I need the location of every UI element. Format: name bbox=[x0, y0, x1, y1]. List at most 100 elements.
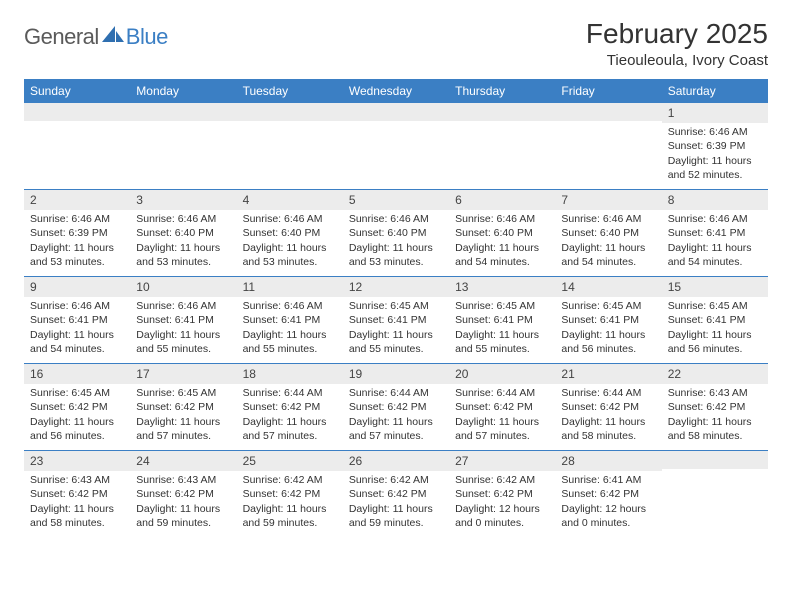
day-number: 25 bbox=[237, 451, 343, 471]
sunrise-line: Sunrise: 6:44 AM bbox=[349, 386, 443, 400]
sunset-line: Sunset: 6:40 PM bbox=[136, 226, 230, 240]
month-title: February 2025 bbox=[586, 18, 768, 50]
daylight-line: Daylight: 11 hours and 57 minutes. bbox=[455, 415, 549, 443]
daylight-line: Daylight: 11 hours and 58 minutes. bbox=[668, 415, 762, 443]
day-cell: 10Sunrise: 6:46 AMSunset: 6:41 PMDayligh… bbox=[130, 277, 236, 363]
day-number: 16 bbox=[24, 364, 130, 384]
daylight-line: Daylight: 11 hours and 54 minutes. bbox=[561, 241, 655, 269]
day-cell bbox=[662, 451, 768, 537]
sunset-line: Sunset: 6:42 PM bbox=[561, 487, 655, 501]
day-cell: 21Sunrise: 6:44 AMSunset: 6:42 PMDayligh… bbox=[555, 364, 661, 450]
sunset-line: Sunset: 6:41 PM bbox=[243, 313, 337, 327]
day-cell bbox=[449, 103, 555, 189]
sunset-line: Sunset: 6:41 PM bbox=[349, 313, 443, 327]
sunset-line: Sunset: 6:42 PM bbox=[349, 400, 443, 414]
daylight-line: Daylight: 11 hours and 55 minutes. bbox=[136, 328, 230, 356]
day-body: Sunrise: 6:42 AMSunset: 6:42 PMDaylight:… bbox=[449, 471, 555, 534]
day-body bbox=[237, 121, 343, 127]
logo: General Blue bbox=[24, 18, 168, 50]
sunrise-line: Sunrise: 6:42 AM bbox=[243, 473, 337, 487]
day-body: Sunrise: 6:46 AMSunset: 6:40 PMDaylight:… bbox=[343, 210, 449, 273]
day-number: 6 bbox=[449, 190, 555, 210]
day-cell: 23Sunrise: 6:43 AMSunset: 6:42 PMDayligh… bbox=[24, 451, 130, 537]
day-cell: 9Sunrise: 6:46 AMSunset: 6:41 PMDaylight… bbox=[24, 277, 130, 363]
day-body: Sunrise: 6:46 AMSunset: 6:39 PMDaylight:… bbox=[662, 123, 768, 186]
day-body: Sunrise: 6:46 AMSunset: 6:41 PMDaylight:… bbox=[237, 297, 343, 360]
day-cell: 11Sunrise: 6:46 AMSunset: 6:41 PMDayligh… bbox=[237, 277, 343, 363]
sunset-line: Sunset: 6:42 PM bbox=[30, 400, 124, 414]
sunset-line: Sunset: 6:40 PM bbox=[455, 226, 549, 240]
daylight-line: Daylight: 12 hours and 0 minutes. bbox=[561, 502, 655, 530]
daylight-line: Daylight: 11 hours and 53 minutes. bbox=[136, 241, 230, 269]
sunrise-line: Sunrise: 6:44 AM bbox=[455, 386, 549, 400]
day-body: Sunrise: 6:42 AMSunset: 6:42 PMDaylight:… bbox=[343, 471, 449, 534]
day-number bbox=[130, 103, 236, 121]
day-body: Sunrise: 6:44 AMSunset: 6:42 PMDaylight:… bbox=[555, 384, 661, 447]
calendar-grid: Sunday Monday Tuesday Wednesday Thursday… bbox=[24, 79, 768, 537]
daylight-line: Daylight: 11 hours and 53 minutes. bbox=[243, 241, 337, 269]
day-cell: 19Sunrise: 6:44 AMSunset: 6:42 PMDayligh… bbox=[343, 364, 449, 450]
day-body: Sunrise: 6:45 AMSunset: 6:41 PMDaylight:… bbox=[555, 297, 661, 360]
day-body: Sunrise: 6:42 AMSunset: 6:42 PMDaylight:… bbox=[237, 471, 343, 534]
day-number: 5 bbox=[343, 190, 449, 210]
daylight-line: Daylight: 11 hours and 56 minutes. bbox=[30, 415, 124, 443]
day-number: 26 bbox=[343, 451, 449, 471]
day-body bbox=[555, 121, 661, 127]
day-body: Sunrise: 6:43 AMSunset: 6:42 PMDaylight:… bbox=[130, 471, 236, 534]
sunrise-line: Sunrise: 6:43 AM bbox=[30, 473, 124, 487]
sunrise-line: Sunrise: 6:46 AM bbox=[30, 212, 124, 226]
day-cell: 27Sunrise: 6:42 AMSunset: 6:42 PMDayligh… bbox=[449, 451, 555, 537]
weeks-container: 1Sunrise: 6:46 AMSunset: 6:39 PMDaylight… bbox=[24, 103, 768, 537]
day-body bbox=[662, 469, 768, 475]
day-number: 13 bbox=[449, 277, 555, 297]
day-number: 24 bbox=[130, 451, 236, 471]
day-header-fri: Friday bbox=[555, 79, 661, 103]
day-cell: 12Sunrise: 6:45 AMSunset: 6:41 PMDayligh… bbox=[343, 277, 449, 363]
day-number: 28 bbox=[555, 451, 661, 471]
daylight-line: Daylight: 11 hours and 57 minutes. bbox=[243, 415, 337, 443]
day-number: 2 bbox=[24, 190, 130, 210]
day-body: Sunrise: 6:44 AMSunset: 6:42 PMDaylight:… bbox=[449, 384, 555, 447]
sunset-line: Sunset: 6:42 PM bbox=[455, 400, 549, 414]
day-number: 18 bbox=[237, 364, 343, 384]
day-body: Sunrise: 6:46 AMSunset: 6:40 PMDaylight:… bbox=[555, 210, 661, 273]
daylight-line: Daylight: 11 hours and 59 minutes. bbox=[349, 502, 443, 530]
day-number: 14 bbox=[555, 277, 661, 297]
day-cell: 28 Sunrise: 6:41 AMSunset: 6:42 PMDayligh… bbox=[555, 451, 661, 537]
day-number bbox=[24, 103, 130, 121]
day-cell bbox=[237, 103, 343, 189]
week-row: 16Sunrise: 6:45 AMSunset: 6:42 PMDayligh… bbox=[24, 363, 768, 450]
sunrise-line: Sunrise: 6:46 AM bbox=[455, 212, 549, 226]
location: Tieouleoula, Ivory Coast bbox=[586, 52, 768, 69]
day-number: 1 bbox=[662, 103, 768, 123]
sunrise-line: Sunrise: 6:46 AM bbox=[136, 299, 230, 313]
day-number: 11 bbox=[237, 277, 343, 297]
sunrise-line: Sunrise: 6:46 AM bbox=[561, 212, 655, 226]
day-cell: 6Sunrise: 6:46 AMSunset: 6:40 PMDaylight… bbox=[449, 190, 555, 276]
sunset-line: Sunset: 6:41 PM bbox=[668, 313, 762, 327]
daylight-line: Daylight: 11 hours and 58 minutes. bbox=[561, 415, 655, 443]
day-header-sat: Saturday bbox=[662, 79, 768, 103]
daylight-line: Daylight: 12 hours and 0 minutes. bbox=[455, 502, 549, 530]
day-cell: 16 Sunrise: 6:45 AMSunset: 6:42 PMDayligh… bbox=[24, 364, 130, 450]
sunrise-line: Sunrise: 6:41 AM bbox=[561, 473, 655, 487]
day-number: 17 bbox=[130, 364, 236, 384]
day-cell: 15Sunrise: 6:45 AMSunset: 6:41 PMDayligh… bbox=[662, 277, 768, 363]
day-cell: 13Sunrise: 6:45 AMSunset: 6:41 PMDayligh… bbox=[449, 277, 555, 363]
day-cell: 5Sunrise: 6:46 AMSunset: 6:40 PMDaylight… bbox=[343, 190, 449, 276]
sunset-line: Sunset: 6:40 PM bbox=[243, 226, 337, 240]
day-body: Sunrise: 6:44 AMSunset: 6:42 PMDaylight:… bbox=[237, 384, 343, 447]
day-number: 20 bbox=[449, 364, 555, 384]
daylight-line: Daylight: 11 hours and 58 minutes. bbox=[30, 502, 124, 530]
day-number: 27 bbox=[449, 451, 555, 471]
day-body: Sunrise: 6:45 AMSunset: 6:41 PMDaylight:… bbox=[449, 297, 555, 360]
day-header-wed: Wednesday bbox=[343, 79, 449, 103]
day-body: Sunrise: 6:46 AMSunset: 6:41 PMDaylight:… bbox=[662, 210, 768, 273]
sunrise-line: Sunrise: 6:45 AM bbox=[30, 386, 124, 400]
sunrise-line: Sunrise: 6:45 AM bbox=[455, 299, 549, 313]
sunrise-line: Sunrise: 6:44 AM bbox=[243, 386, 337, 400]
day-number: 21 bbox=[555, 364, 661, 384]
day-body bbox=[449, 121, 555, 127]
daylight-line: Daylight: 11 hours and 57 minutes. bbox=[136, 415, 230, 443]
sunset-line: Sunset: 6:42 PM bbox=[136, 487, 230, 501]
